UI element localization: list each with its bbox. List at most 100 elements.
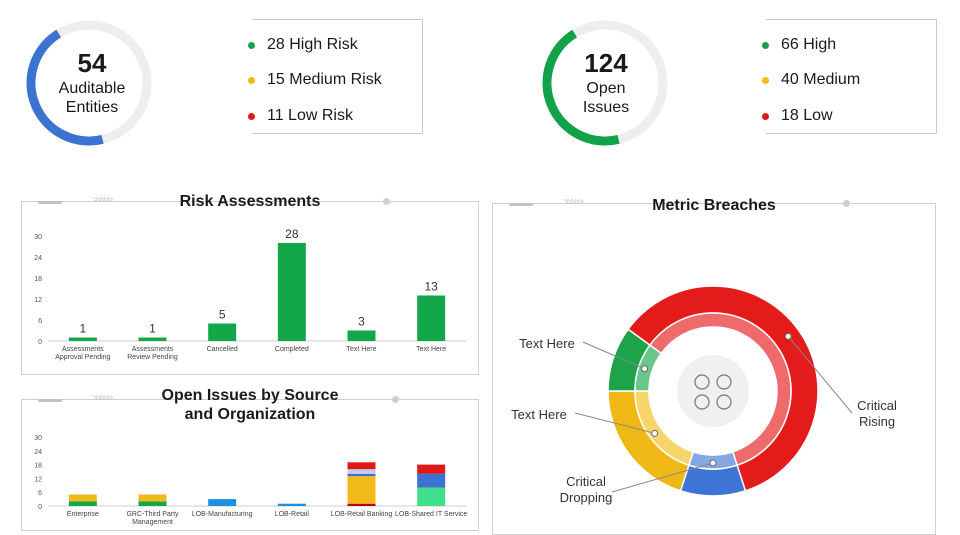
callout-dot (641, 365, 649, 373)
auditable-entities-ring (26, 20, 152, 146)
callout-line (574, 412, 655, 434)
analytics-icon (716, 374, 732, 390)
y-tick-label: 0 (38, 339, 42, 346)
x-tick-label: LOB-Shared IT Service (395, 511, 467, 518)
panel-header-bar (38, 399, 62, 402)
auditable-entities-legend (252, 19, 423, 134)
y-tick-label: 24 (34, 449, 42, 456)
metric-breaches-title: Metric Breaches (652, 197, 776, 214)
bar (417, 295, 446, 341)
panel-header-bar (509, 203, 533, 206)
stacked-bar-segment (277, 503, 306, 506)
chevrons-icon: >>>>> (563, 197, 584, 208)
open-issues-label-line2: Issues (582, 99, 630, 116)
callout-line (787, 336, 853, 414)
stacked-bar-segment (417, 473, 446, 488)
x-tick-label: Text Here (347, 346, 377, 353)
analytics-icon (716, 394, 732, 410)
panel-header-bar (38, 201, 62, 204)
x-tick-label: LOB-Retail (275, 511, 310, 518)
legend-item-low-risk: 11 Low Risk (248, 107, 353, 125)
y-tick-label: 30 (34, 234, 42, 241)
bar (208, 323, 237, 341)
x-tick-label: Assessments (132, 346, 174, 353)
open-issues-panel: >>>>> Open Issues by Source and Organiza… (21, 387, 479, 531)
bar-data-label: 28 (285, 227, 299, 241)
stacked-bar-segment (138, 501, 167, 506)
open-issues-chart: 0 6 12 18 24 30 Enterprise GRC-Third PartyManag… (34, 435, 467, 526)
donut-center-circle (677, 355, 749, 427)
bar-data-label: 13 (424, 280, 438, 294)
bar (277, 243, 306, 341)
x-tick-label: LOB-Retail Banking (331, 511, 393, 518)
legend-item-high: 66 High (762, 36, 836, 54)
stacked-bar-segment (208, 499, 237, 506)
open-issues-value: 124 (584, 48, 628, 78)
chevrons-icon: >>>>> (92, 195, 113, 206)
metric-breaches-donut (574, 285, 853, 497)
stacked-bar-segment (347, 473, 376, 477)
panel-dot-icon (383, 198, 390, 205)
analytics-icon (694, 394, 710, 410)
x-tick-label: LOB-Manufacturing (192, 511, 253, 518)
stacked-bar-segment (68, 501, 97, 506)
green-dot-icon (248, 41, 255, 49)
x-tick-label: Text Here (416, 346, 446, 353)
stacked-bar-segment (417, 487, 446, 506)
x-tick-label: Cancelled (207, 346, 238, 353)
legend-item-low: 18 Low (762, 107, 833, 125)
red-segment-label-line2: Rising (858, 414, 896, 429)
bar (347, 330, 376, 341)
auditable-entities-label-line1: Auditable (58, 80, 126, 97)
legend-item-high-risk: 28 High Risk (248, 36, 358, 54)
panel-dot-icon (392, 396, 399, 403)
stacked-bar-segment (347, 503, 376, 506)
auditable-entities-label-line2: Entities (65, 99, 119, 116)
green-segment-label: Text Here (519, 336, 575, 351)
bar-data-label: 3 (358, 315, 365, 329)
green-segment-inner (634, 344, 663, 392)
blue-segment-label-line2: Dropping (559, 490, 613, 505)
bar-data-label: 5 (219, 308, 226, 322)
chevrons-icon: >>>>> (92, 393, 113, 404)
y-tick-label: 0 (38, 504, 42, 511)
bar (68, 337, 97, 341)
bar (138, 337, 167, 341)
panel-dot-icon (843, 200, 850, 207)
y-tick-label: 6 (38, 490, 42, 497)
stacked-bar-segment (138, 494, 167, 502)
x-tick-label: GRC-Third Party (126, 511, 179, 518)
x-tick-label: Approval Pending (55, 354, 110, 361)
y-tick-label: 6 (38, 318, 42, 325)
bar-data-label: 1 (149, 322, 156, 336)
y-tick-label: 18 (34, 463, 42, 470)
x-tick-label: Assessments (62, 346, 104, 353)
stacked-bar-segment (347, 469, 376, 474)
risk-assessments-title: Risk Assessments (179, 193, 321, 210)
open-issues-legend (766, 19, 937, 134)
stacked-bar-segment (68, 494, 97, 502)
kpi-progress-arc (26, 29, 104, 146)
auditable-entities-value: 54 (77, 48, 107, 78)
stacked-bar-segment (417, 464, 446, 474)
red-dot-icon (762, 112, 769, 120)
callout-dot (784, 332, 792, 340)
stacked-bar-segment (347, 476, 376, 504)
y-tick-label: 12 (34, 476, 42, 483)
analytics-icon (694, 374, 710, 390)
legend-item-medium: 40 Medium (762, 71, 860, 89)
yellow-dot-icon (762, 76, 769, 84)
red-segment-label-line1: Critical (857, 398, 897, 413)
open-issues-ring (542, 20, 668, 146)
callout-line (611, 462, 714, 493)
y-tick-label: 12 (34, 297, 42, 304)
y-tick-label: 30 (34, 435, 42, 442)
kpi-progress-arc (542, 29, 620, 146)
open-issues-title-line1: Open Issues by Source (161, 387, 339, 404)
x-tick-label: Completed (275, 346, 309, 353)
legend-item-medium-risk: 15 Medium Risk (248, 71, 382, 89)
y-tick-label: 24 (34, 255, 42, 262)
yellow-dot-icon (248, 76, 255, 84)
red-dot-icon (248, 112, 255, 120)
